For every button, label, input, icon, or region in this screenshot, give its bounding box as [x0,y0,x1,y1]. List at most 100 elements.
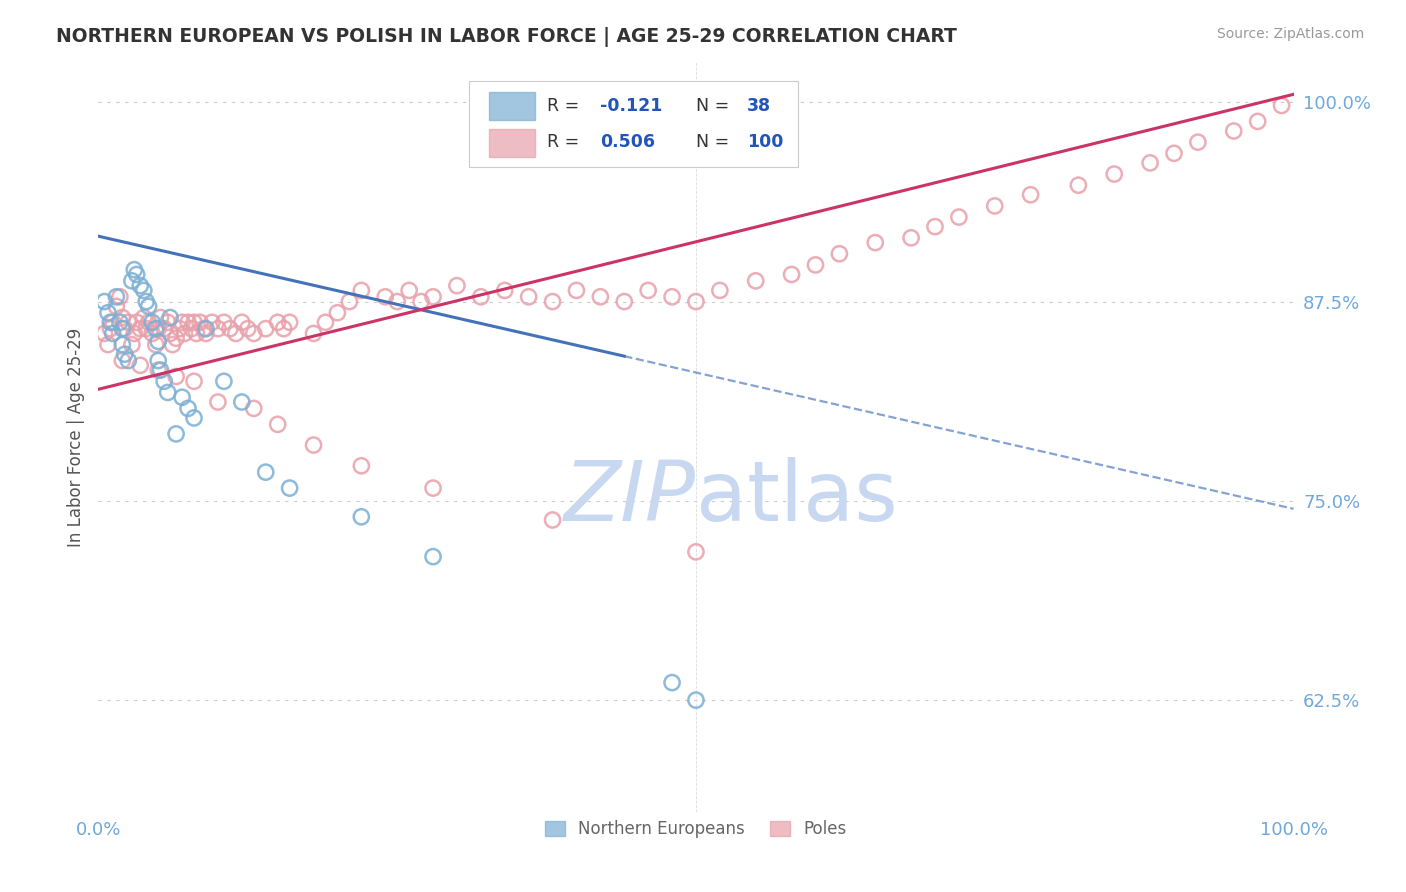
Point [129,359,152,373]
Point [243,401,266,416]
Point [183,411,205,425]
Point [225,326,247,341]
Point [156,315,179,329]
Point [114,347,136,361]
Y-axis label: In Labor Force | Age 25-29: In Labor Force | Age 25-29 [66,327,84,547]
Point [1104,167,1126,181]
Point [326,306,349,320]
Point [149,310,172,325]
Point [411,294,433,309]
Text: 38: 38 [748,97,772,115]
Point [865,235,887,250]
Text: Source: ZipAtlas.com: Source: ZipAtlas.com [1216,27,1364,41]
Point [148,363,170,377]
Point [172,315,194,329]
Point [350,284,373,298]
Point [517,290,540,304]
Point [780,268,803,282]
Point [159,310,181,325]
Point [145,337,167,351]
Point [231,395,253,409]
Point [173,326,195,341]
Legend: Northern Europeans, Poles: Northern Europeans, Poles [538,814,853,845]
Point [1019,187,1042,202]
Point [685,545,707,559]
Point [1223,124,1246,138]
Point [374,290,396,304]
Point [339,294,361,309]
Point [138,315,160,329]
Point [709,284,731,298]
Point [121,274,143,288]
Point [183,315,205,329]
Point [685,693,707,707]
Point [101,326,124,341]
Point [212,315,235,329]
Text: N =: N = [696,133,735,152]
Point [1067,178,1090,193]
Point [1163,146,1185,161]
Point [745,274,768,288]
Point [1271,98,1294,112]
Point [302,326,325,341]
Point [470,290,492,304]
Text: 0.506: 0.506 [600,133,655,152]
Point [177,315,200,329]
Point [125,315,148,329]
Point [385,294,409,309]
Point [804,258,827,272]
Point [984,199,1007,213]
Point [105,299,128,313]
Point [924,219,946,234]
Point [98,315,122,329]
Point [494,284,516,298]
Point [129,278,152,293]
Point [121,337,143,351]
Point [278,481,301,495]
Point [541,513,564,527]
Point [207,395,229,409]
Point [186,326,208,341]
Point [231,315,253,329]
Point [201,315,224,329]
Text: atlas: atlas [696,457,897,538]
Point [243,326,266,341]
Point [541,294,564,309]
Point [111,310,134,325]
Point [172,390,194,404]
Point [589,290,612,304]
Point [183,374,205,388]
FancyBboxPatch shape [470,81,797,168]
Point [948,210,970,224]
Point [254,465,277,479]
Point [422,290,444,304]
Point [114,321,136,335]
Point [111,337,134,351]
Point [180,321,202,335]
Point [422,549,444,564]
Point [105,290,128,304]
Point [129,321,152,335]
Point [148,321,170,335]
Point [177,401,200,416]
Point [97,337,120,351]
Point [149,363,172,377]
Point [315,315,337,329]
Point [135,294,157,309]
Point [148,334,170,349]
Point [193,321,215,335]
Point [900,231,922,245]
Point [828,246,851,260]
Point [278,315,301,329]
Point [153,374,176,388]
FancyBboxPatch shape [489,128,534,157]
Point [117,315,139,329]
Point [153,321,176,335]
Point [111,353,134,368]
Text: N =: N = [696,97,735,115]
Point [565,284,588,298]
Point [108,290,131,304]
Point [254,321,277,335]
Text: NORTHERN EUROPEAN VS POLISH IN LABOR FORCE | AGE 25-29 CORRELATION CHART: NORTHERN EUROPEAN VS POLISH IN LABOR FOR… [56,27,957,46]
Point [398,284,420,298]
